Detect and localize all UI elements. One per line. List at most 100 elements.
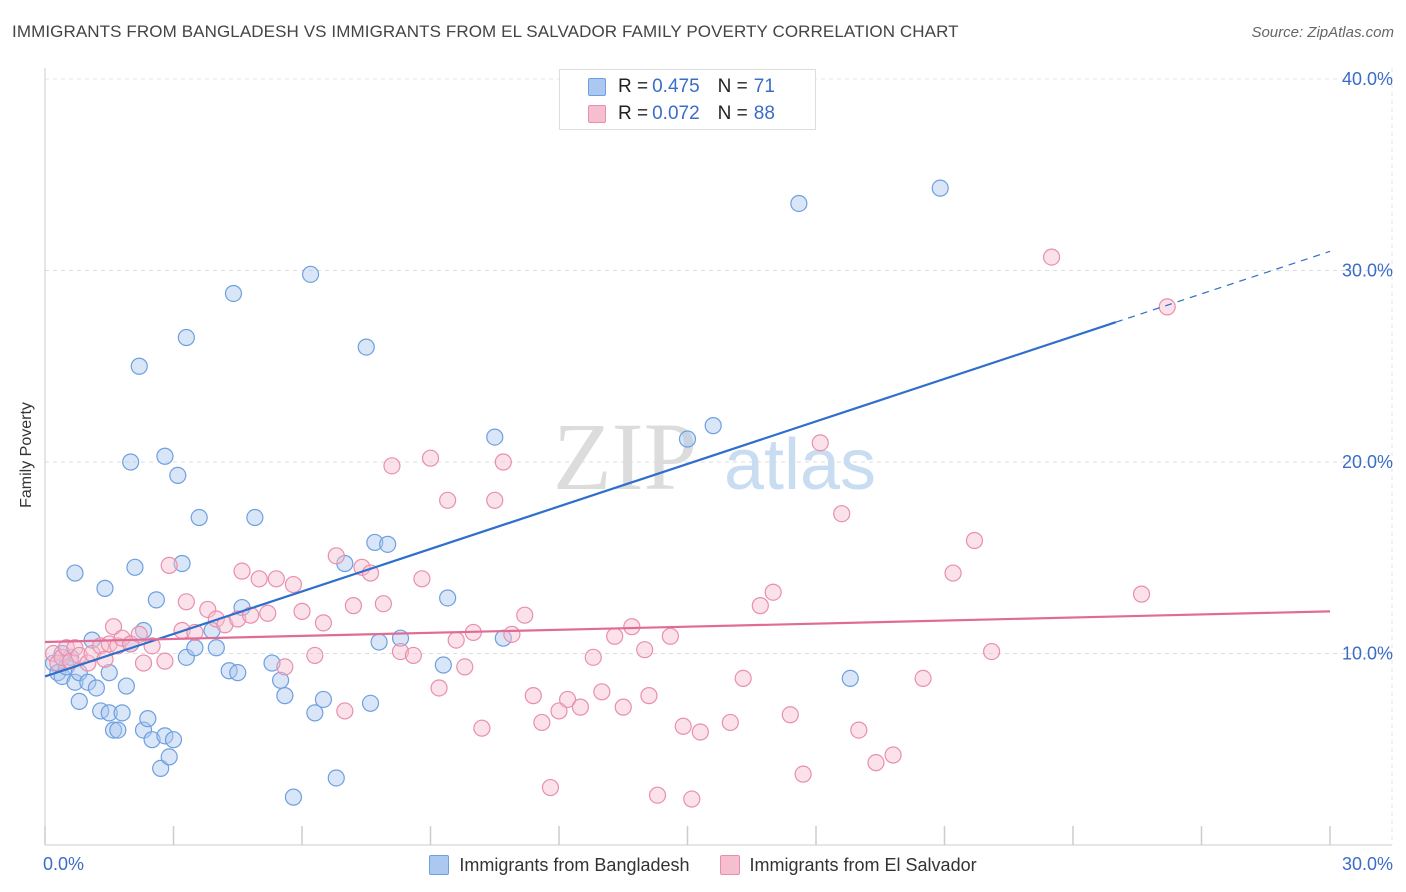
point-1-93 [1132, 585, 1151, 603]
point-0-47 [246, 508, 264, 527]
y-tick-label-30: 30.0% [1342, 261, 1393, 281]
point-1-69 [623, 618, 641, 636]
point-0-40 [190, 508, 208, 527]
point-0-14 [96, 579, 114, 597]
point-0-12 [87, 679, 106, 697]
point-1-52 [456, 658, 474, 676]
point-1-57 [503, 625, 521, 643]
point-1-16 [130, 625, 148, 643]
point-0-33 [160, 748, 178, 766]
point-1-87 [884, 746, 902, 764]
legend-r-label: R = [618, 76, 649, 97]
tick-labels: 10.0% 20.0% 30.0% 40.0% 0.0% 30.0% [43, 69, 1393, 874]
point-0-17 [104, 721, 123, 739]
point-0-71 [931, 179, 949, 197]
legend-n-label: N = [717, 76, 748, 97]
point-0-31 [156, 447, 174, 465]
point-0-60 [370, 633, 388, 651]
point-1-71 [640, 687, 658, 705]
point-0-0 [44, 654, 63, 672]
point-0-52 [301, 265, 320, 283]
point-0-34 [164, 731, 183, 749]
y-tick-label-40: 40.0% [1342, 69, 1393, 89]
point-0-27 [139, 710, 157, 728]
point-1-54 [473, 719, 491, 737]
legend-r-value: 0.072 [652, 103, 700, 124]
legend-swatch-blue [588, 78, 606, 96]
point-1-90 [965, 531, 984, 550]
legend-r-label: R = [618, 103, 649, 124]
point-0-69 [790, 194, 808, 213]
point-1-36 [306, 646, 324, 665]
grid-lines [45, 68, 1393, 845]
point-1-81 [781, 706, 799, 724]
point-0-45 [229, 664, 247, 682]
point-1-92 [1042, 248, 1061, 266]
axes [44, 68, 1392, 846]
point-1-86 [867, 754, 885, 772]
point-0-16 [100, 704, 118, 722]
point-1-75 [683, 790, 701, 808]
point-1-59 [524, 687, 542, 705]
point-1-77 [721, 713, 739, 732]
point-0-70 [841, 669, 859, 687]
legend-row-bangladesh: R = 0.475 N = 71 [588, 75, 775, 99]
watermark-zip: ZIP [553, 403, 697, 510]
trend-line-bangladesh-projection [1115, 250, 1331, 323]
legend-swatch-pink [588, 105, 606, 123]
point-0-68 [704, 417, 722, 435]
point-0-64 [439, 589, 457, 607]
legend-n-value: 88 [753, 103, 775, 124]
point-0-15 [100, 664, 118, 682]
point-1-33 [276, 658, 294, 676]
point-1-80 [764, 583, 782, 601]
point-0-51 [284, 788, 303, 806]
series-el-salvador-points [44, 248, 1176, 808]
x-tick-label-min: 0.0% [43, 854, 84, 874]
point-1-2 [53, 648, 71, 666]
point-1-48 [421, 449, 440, 467]
trend-line-bangladesh [44, 321, 1117, 678]
y-tick-label-10: 10.0% [1342, 644, 1393, 664]
watermark-atlas: atlas [724, 425, 876, 505]
point-1-44 [383, 457, 401, 475]
y-tick-label-20: 20.0% [1342, 452, 1393, 472]
point-0-28 [143, 731, 161, 749]
point-0-18 [109, 721, 127, 739]
point-1-14 [113, 629, 131, 647]
point-1-28 [233, 562, 251, 580]
legend-label-bangladesh: Immigrants from Bangladesh [459, 854, 690, 875]
point-0-55 [327, 769, 345, 787]
point-1-60 [533, 713, 551, 732]
stats-legend: R = 0.475 N = 71 R = 0.072 N = 88 [559, 69, 816, 130]
point-1-49 [430, 679, 448, 697]
legend-r-value: 0.475 [652, 76, 700, 97]
point-0-7 [70, 692, 88, 710]
point-1-35 [293, 602, 311, 620]
point-1-73 [661, 627, 679, 645]
point-0-21 [122, 453, 140, 471]
point-1-31 [259, 604, 277, 622]
point-1-40 [344, 597, 362, 615]
point-0-65 [486, 428, 504, 446]
legend-row-el-salvador: R = 0.072 N = 88 [588, 102, 775, 126]
point-1-74 [674, 717, 692, 735]
point-1-70 [636, 641, 654, 659]
point-1-38 [327, 547, 345, 565]
point-1-19 [156, 652, 174, 670]
point-1-94 [1158, 298, 1176, 316]
point-1-50 [439, 491, 457, 509]
legend-item-bangladesh: Immigrants from Bangladesh [429, 854, 690, 876]
point-1-89 [944, 564, 962, 582]
point-1-32 [267, 570, 285, 588]
point-1-39 [336, 702, 354, 720]
point-0-39 [186, 639, 204, 657]
trend-line-el-salvador [44, 610, 1331, 644]
legend-swatch-pink [719, 855, 740, 875]
point-0-8 [66, 564, 84, 582]
point-1-55 [486, 491, 504, 509]
watermark: ZIP atlas [553, 403, 876, 510]
point-1-68 [614, 698, 632, 716]
point-1-46 [404, 646, 422, 665]
